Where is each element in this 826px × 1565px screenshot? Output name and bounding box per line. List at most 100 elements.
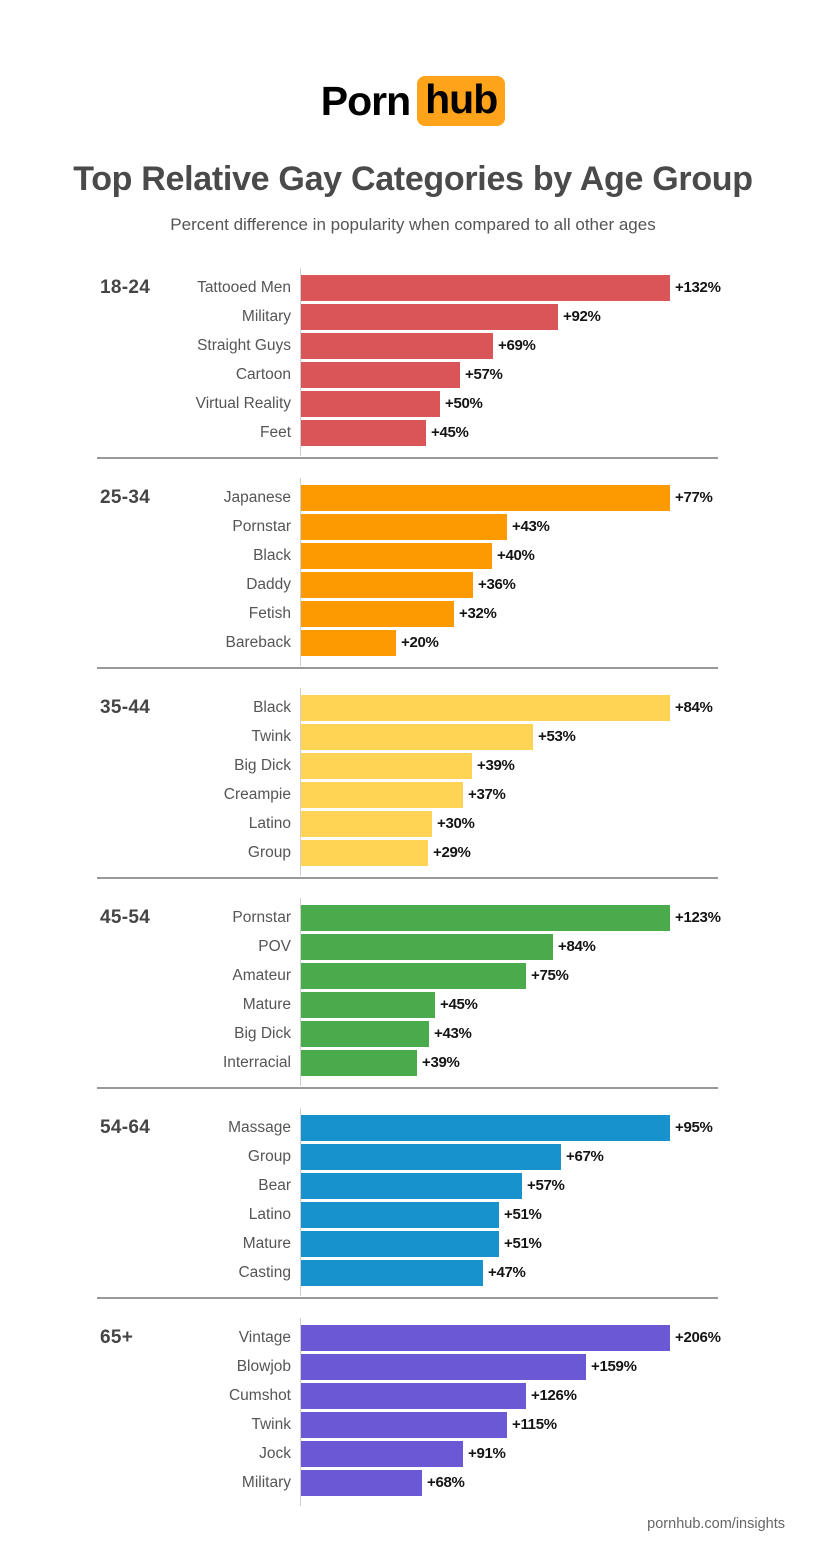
value-label: +39% — [477, 757, 515, 774]
category-label: Big Dick — [234, 756, 291, 774]
value-bar — [300, 1382, 526, 1409]
age-group-section-65+: 65+ Vintage +206% Blowjob +159% Cumshot +126% T… — [0, 1318, 826, 1506]
bar-row: Twink +115% — [168, 1410, 826, 1439]
bar-rows: Vintage +206% Blowjob +159% Cumshot +126% Twin… — [168, 1318, 826, 1506]
bar-track: +36% — [300, 571, 826, 598]
age-column: 18-24 — [0, 273, 168, 447]
category-label: Interracial — [222, 1053, 291, 1071]
value-label: +40% — [497, 547, 535, 564]
bar-track: +45% — [300, 991, 826, 1018]
bar-rows: Pornstar +123% POV +84% Amateur +75% Mature +45… — [168, 898, 826, 1086]
bar-track: +51% — [300, 1201, 826, 1228]
value-label: +43% — [512, 518, 550, 535]
category-label: Feet — [259, 423, 291, 441]
value-bar — [300, 1259, 483, 1286]
category-label: Daddy — [246, 575, 291, 593]
value-label: +30% — [437, 815, 475, 832]
value-label: +68% — [427, 1474, 465, 1491]
bar-row: Daddy +36% — [168, 570, 826, 599]
bar-row: Virtual Reality +50% — [168, 389, 826, 418]
bar-track: +50% — [300, 390, 826, 417]
value-bar — [300, 694, 670, 721]
group-divider — [97, 1087, 718, 1089]
bar-row: Cartoon +57% — [168, 360, 826, 389]
value-bar — [300, 1440, 463, 1467]
axis-baseline — [300, 1318, 301, 1506]
chart: 18-24 Tattooed Men +132% Military +92% Straig… — [0, 268, 826, 1506]
value-bar — [300, 629, 396, 656]
pornhub-logo: Porn hub — [0, 0, 826, 126]
bar-track: +20% — [300, 629, 826, 656]
bar-row: Big Dick +43% — [168, 1019, 826, 1048]
bar-row: Latino +51% — [168, 1200, 826, 1229]
bar-rows: Black +84% Twink +53% Big Dick +39% Creampie +3… — [168, 688, 826, 876]
value-bar — [300, 303, 558, 330]
age-group-section-54-64: 54-64 Massage +95% Group +67% Bear +57% Latino +… — [0, 1108, 826, 1296]
bar-track: +51% — [300, 1230, 826, 1257]
bar-rows: Massage +95% Group +67% Bear +57% Latino +51% Ma… — [168, 1108, 826, 1296]
value-bar — [300, 1020, 429, 1047]
value-bar — [300, 1114, 670, 1141]
value-bar — [300, 962, 526, 989]
bar-row: Black +84% — [168, 693, 826, 722]
value-label: +36% — [478, 576, 516, 593]
category-label: Military — [241, 1473, 291, 1491]
bar-track: +53% — [300, 723, 826, 750]
bar-track: +84% — [300, 933, 826, 960]
bar-row: Pornstar +43% — [168, 512, 826, 541]
bar-track: +132% — [300, 274, 826, 301]
bar-track: +32% — [300, 600, 826, 627]
category-label: Military — [241, 307, 291, 325]
value-label: +67% — [566, 1148, 604, 1165]
age-group-label: 45-54 — [100, 907, 151, 928]
bar-row: Jock +91% — [168, 1439, 826, 1468]
bar-row: Mature +51% — [168, 1229, 826, 1258]
bar-row: Straight Guys +69% — [168, 331, 826, 360]
category-label: Massage — [228, 1118, 291, 1136]
value-label: +39% — [422, 1054, 460, 1071]
value-label: +115% — [512, 1416, 557, 1433]
value-bar — [300, 904, 670, 931]
value-bar — [300, 1230, 499, 1257]
value-label: +132% — [675, 279, 721, 296]
bar-track: +67% — [300, 1143, 826, 1170]
value-bar — [300, 274, 670, 301]
age-column: 65+ — [0, 1323, 168, 1497]
bar-track: +123% — [300, 904, 826, 931]
group-divider — [97, 1297, 718, 1299]
bar-row: Amateur +75% — [168, 961, 826, 990]
category-label: Mature — [242, 995, 291, 1013]
bar-track: +29% — [300, 839, 826, 866]
age-group-label: 25-34 — [100, 487, 151, 508]
category-label: POV — [258, 937, 291, 955]
value-label: +32% — [459, 605, 497, 622]
bar-row: Fetish +32% — [168, 599, 826, 628]
bar-row: Black +40% — [168, 541, 826, 570]
group-divider — [97, 457, 718, 459]
value-bar — [300, 542, 492, 569]
bar-row: Bareback +20% — [168, 628, 826, 657]
bar-track: +95% — [300, 1114, 826, 1141]
category-label: Bear — [258, 1176, 291, 1194]
value-bar — [300, 723, 533, 750]
page-title: Top Relative Gay Categories by Age Group — [73, 160, 753, 198]
category-label: Latino — [248, 814, 291, 832]
category-label: Jock — [259, 1444, 291, 1462]
category-label: Cumshot — [228, 1386, 291, 1404]
axis-baseline — [300, 268, 301, 456]
value-label: +53% — [538, 728, 576, 745]
value-bar — [300, 1469, 422, 1496]
bar-track: +57% — [300, 1172, 826, 1199]
bar-row: Twink +53% — [168, 722, 826, 751]
bar-row: Latino +30% — [168, 809, 826, 838]
bar-row: Pornstar +123% — [168, 903, 826, 932]
category-label: Creampie — [223, 785, 291, 803]
category-label: Mature — [242, 1234, 291, 1252]
logo-text-hub-badge: hub — [417, 76, 506, 126]
bar-track: +115% — [300, 1411, 826, 1438]
value-label: +92% — [563, 308, 601, 325]
group-divider — [97, 667, 718, 669]
bar-track: +37% — [300, 781, 826, 808]
axis-baseline — [300, 688, 301, 876]
category-label: Pornstar — [232, 908, 291, 926]
